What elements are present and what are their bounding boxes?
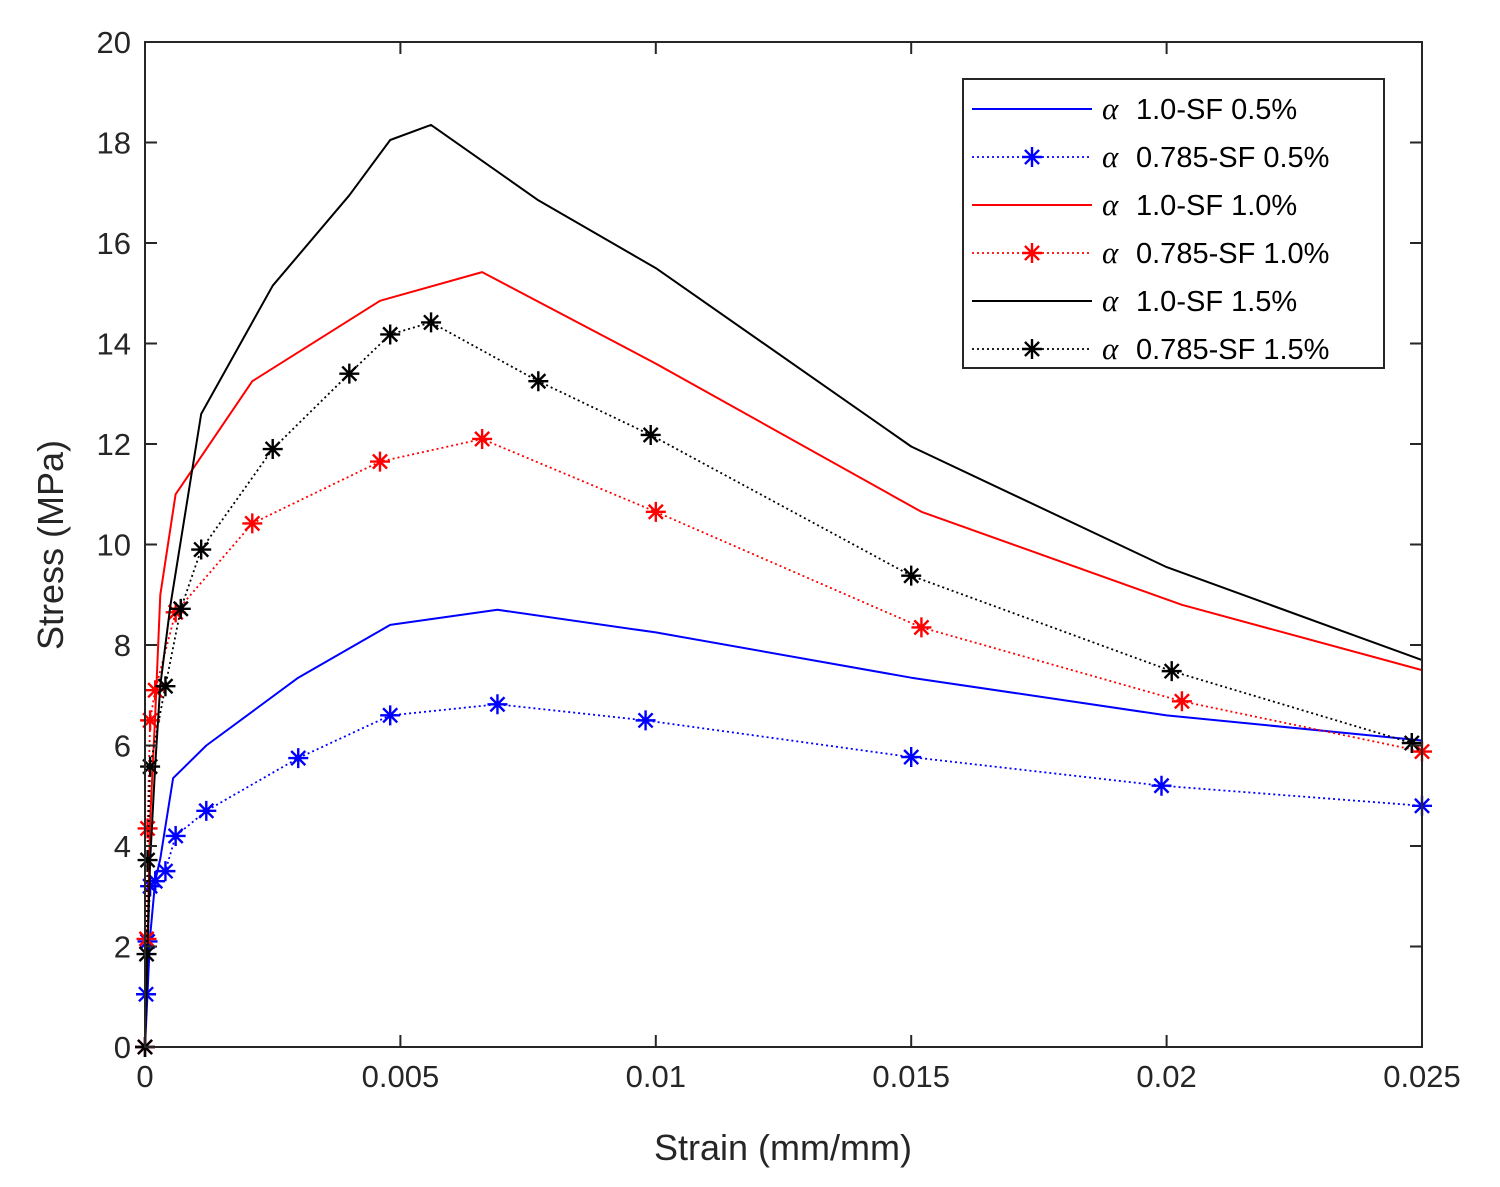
data-point-s6-4 [140,756,161,777]
legend-alpha-symbol: α [1102,187,1119,222]
data-point-s4-8 [369,451,390,472]
data-point-s2-10 [380,705,401,726]
series-5 [144,123,1423,1048]
data-point-s4-10 [645,501,666,522]
data-point-s6-16 [1401,732,1422,753]
x-tick-label: 0.005 [362,1059,440,1094]
x-tick-label: 0.015 [872,1059,950,1094]
data-point-s6-6 [170,598,191,619]
legend-alpha-symbol: α [1102,331,1119,366]
data-point-s2-5 [145,871,166,892]
data-point-s6-2 [136,944,157,965]
y-tick-label: 12 [97,427,131,462]
legend-entry-1: α 1.0-SF 0.5% [972,91,1297,126]
data-point-s4-12 [1171,691,1192,712]
legend-entry-5: α 1.0-SF 1.5% [972,283,1297,318]
data-point-s4-9 [472,428,493,449]
data-point-s2-6 [155,861,176,882]
y-tick-label: 18 [97,126,131,161]
data-point-s6-8 [262,439,283,460]
data-point-s6-12 [528,371,549,392]
series-line-2 [144,703,1423,1048]
data-point-s2-9 [288,748,309,769]
data-point-s2-8 [196,800,217,821]
data-point-s6-10 [380,324,401,345]
legend-label: 1.0-SF 1.0% [1136,190,1297,222]
data-point-s4-2 [136,928,157,949]
data-point-s6-14 [901,565,922,586]
legend-marker-swatch [1022,339,1042,359]
legend-label: 0.785-SF 1.5% [1136,334,1329,366]
legend-alpha-symbol: α [1102,283,1119,318]
data-point-s4-7 [242,513,263,534]
series-line-5 [144,123,1423,1048]
legend-label: 0.785-SF 1.0% [1136,238,1329,270]
data-point-s2-13 [901,747,922,768]
data-point-s6-9 [339,363,360,384]
y-tick-label: 4 [114,829,131,864]
x-tick-label: 0.01 [626,1059,686,1094]
y-tick-label: 8 [114,628,131,663]
y-tick-label: 2 [114,930,131,965]
data-point-s6-11 [421,312,442,333]
data-point-s6-5 [155,676,176,697]
series-line-1 [144,608,1423,1048]
data-point-s6-3 [137,850,158,871]
data-point-s4-5 [145,680,166,701]
legend-label: 1.0-SF 0.5% [1136,94,1297,126]
y-tick-label: 6 [114,729,131,764]
y-tick-label: 10 [97,528,131,563]
data-point-s2-12 [635,710,656,731]
x-tick-label: 0 [136,1059,153,1094]
data-point-s2-14 [1151,775,1172,796]
data-point-s6-7 [191,539,212,560]
axes-layer: 0 0.005 0.01 0.015 0.02 0.025 0 2 4 6 8 10 12 14 16 18 2… [97,25,1461,1094]
data-point-s4-4 [140,710,161,731]
y-axis-title: Stress (MPa) [30,440,71,650]
data-point-s2-7 [165,825,186,846]
y-tick-label: 0 [114,1030,131,1065]
series-3 [144,271,1423,1048]
series-layer [135,123,1432,1057]
legend-label: 0.785-SF 0.5% [1136,142,1329,174]
legend: α 1.0-SF 0.5%α 0.785-SF 0.5%α 1.0-SF 1.0%α 0… [962,78,1385,369]
legend-entry-2: α 0.785-SF 0.5% [972,139,1329,174]
x-tick-label: 0.02 [1136,1059,1196,1094]
y-tick-label: 20 [97,25,131,60]
legend-alpha-symbol: α [1102,235,1119,270]
legend-alpha-symbol: α [1102,91,1119,126]
x-axis-title: Strain (mm/mm) [654,1127,912,1168]
data-point-s4-3 [137,818,158,839]
legend-marker-swatch [1022,243,1042,263]
y-tick-label: 14 [97,327,131,362]
y-tick-label: 16 [97,226,131,261]
series-1 [144,608,1423,1048]
legend-marker-swatch [1022,147,1042,167]
legend-entry-3: α 1.0-SF 1.0% [972,187,1297,222]
data-point-s6-15 [1161,661,1182,682]
legend-entry-4: α 0.785-SF 1.0% [972,235,1329,270]
data-point-s2-11 [487,694,508,715]
legend-alpha-symbol: α [1102,139,1119,174]
x-tick-label: 0.025 [1383,1059,1461,1094]
series-line-3 [144,271,1423,1048]
data-point-s6-13 [640,424,661,445]
legend-label: 1.0-SF 1.5% [1136,286,1297,318]
legend-entry-6: α 0.785-SF 1.5% [972,331,1329,366]
data-point-s4-11 [911,617,932,638]
legend-box [962,78,1385,369]
series-line-6 [144,321,1413,1048]
